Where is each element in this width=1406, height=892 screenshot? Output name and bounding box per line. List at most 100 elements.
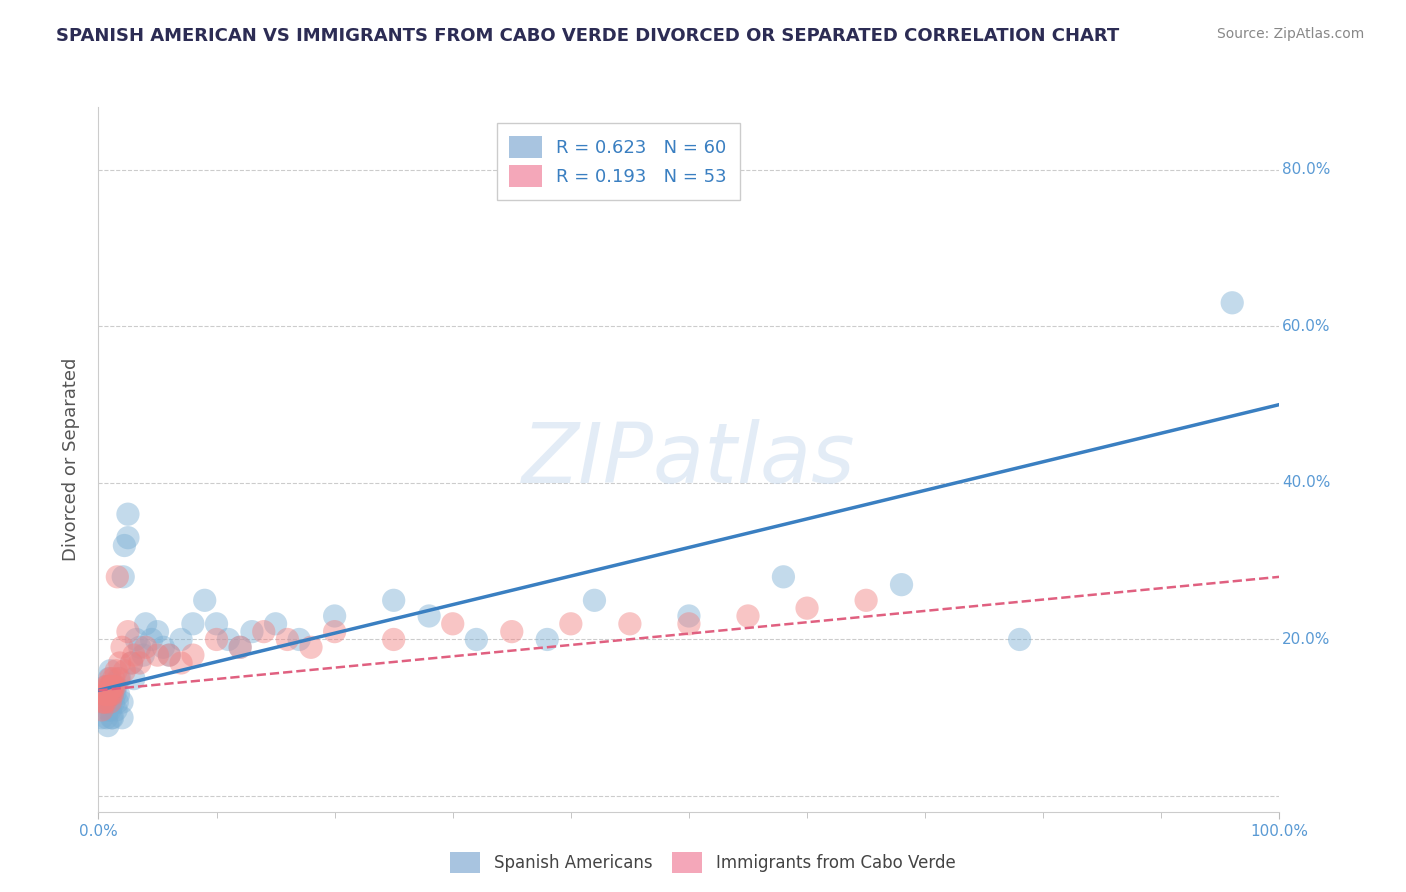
Point <box>560 616 582 631</box>
Point <box>98 672 121 686</box>
Point <box>323 609 346 624</box>
Point <box>205 616 228 631</box>
Point <box>117 507 139 521</box>
Point <box>97 718 120 732</box>
Point <box>240 624 263 639</box>
Point <box>135 640 157 655</box>
Point <box>96 711 118 725</box>
Point <box>121 656 143 670</box>
Point <box>104 687 127 701</box>
Point <box>121 656 143 670</box>
Point <box>91 695 114 709</box>
Point <box>98 672 121 686</box>
Point <box>107 672 129 686</box>
Point <box>157 648 180 662</box>
Point <box>105 703 128 717</box>
Point <box>170 632 193 647</box>
Point <box>103 695 125 709</box>
Point <box>418 609 440 624</box>
Point <box>678 616 700 631</box>
Point <box>100 695 122 709</box>
Point <box>91 703 114 717</box>
Point <box>181 616 204 631</box>
Point <box>501 624 523 639</box>
Text: Source: ZipAtlas.com: Source: ZipAtlas.com <box>1216 27 1364 41</box>
Point <box>276 632 298 647</box>
Point <box>135 616 157 631</box>
Point <box>117 624 139 639</box>
Point <box>108 672 131 686</box>
Point <box>122 648 145 662</box>
Point <box>97 680 120 694</box>
Point <box>93 687 115 701</box>
Point <box>323 624 346 639</box>
Point <box>229 640 252 655</box>
Point <box>96 687 118 701</box>
Legend: R = 0.623   N = 60, R = 0.193   N = 53: R = 0.623 N = 60, R = 0.193 N = 53 <box>496 123 740 200</box>
Point <box>105 570 128 584</box>
Point <box>229 640 252 655</box>
Point <box>94 687 117 701</box>
Text: 20.0%: 20.0% <box>1282 632 1330 647</box>
Point <box>465 632 488 647</box>
Point <box>108 656 131 670</box>
Text: 80.0%: 80.0% <box>1282 162 1330 178</box>
Point <box>97 687 120 701</box>
Point <box>117 531 139 545</box>
Point <box>103 680 125 694</box>
Point <box>382 632 405 647</box>
Point <box>181 648 204 662</box>
Y-axis label: Divorced or Separated: Divorced or Separated <box>62 358 80 561</box>
Point <box>98 695 121 709</box>
Point <box>104 680 127 694</box>
Point <box>128 640 150 655</box>
Text: SPANISH AMERICAN VS IMMIGRANTS FROM CABO VERDE DIVORCED OR SEPARATED CORRELATION: SPANISH AMERICAN VS IMMIGRANTS FROM CABO… <box>56 27 1119 45</box>
Point <box>205 632 228 647</box>
Point <box>98 680 121 694</box>
Point <box>105 695 128 709</box>
Point <box>299 640 322 655</box>
Point <box>112 664 135 678</box>
Point <box>100 680 122 694</box>
Point <box>890 577 912 591</box>
Point <box>382 593 405 607</box>
Point <box>157 648 180 662</box>
Point <box>98 664 121 678</box>
Text: ZIPatlas: ZIPatlas <box>522 419 856 500</box>
Point <box>678 609 700 624</box>
Point <box>107 687 129 701</box>
Point <box>536 632 558 647</box>
Point <box>122 672 145 686</box>
Point <box>98 703 121 717</box>
Point <box>264 616 287 631</box>
Point <box>112 539 135 553</box>
Point <box>93 695 115 709</box>
Point <box>101 687 124 701</box>
Point <box>288 632 311 647</box>
Point <box>96 680 118 694</box>
Point <box>97 703 120 717</box>
Point <box>93 695 115 709</box>
Point <box>194 593 217 607</box>
Point <box>170 656 193 670</box>
Point <box>796 601 818 615</box>
Text: 40.0%: 40.0% <box>1282 475 1330 491</box>
Point <box>105 680 128 694</box>
Point <box>101 711 124 725</box>
Point <box>1008 632 1031 647</box>
Point <box>111 711 134 725</box>
Point <box>100 687 122 701</box>
Point <box>111 695 134 709</box>
Point <box>217 632 239 647</box>
Point <box>98 680 121 694</box>
Point <box>441 616 464 631</box>
Point <box>772 570 794 584</box>
Point <box>112 570 135 584</box>
Point <box>98 680 121 694</box>
Point <box>91 711 114 725</box>
Point <box>103 672 125 686</box>
Point <box>152 640 174 655</box>
Point <box>128 656 150 670</box>
Point <box>146 624 169 639</box>
Point <box>98 695 121 709</box>
